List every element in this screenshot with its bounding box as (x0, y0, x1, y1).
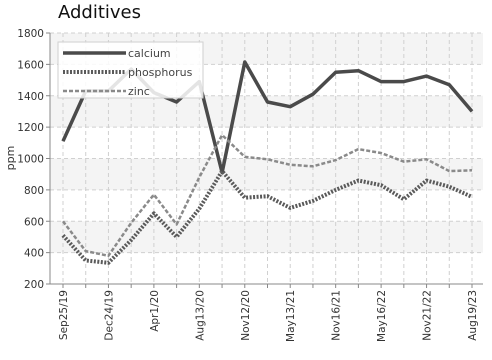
x-tick-label: Nov12/20 (240, 290, 252, 341)
y-tick-label: 600 (24, 216, 44, 228)
y-tick-label: 400 (24, 248, 44, 260)
legend-label-calcium: calcium (128, 47, 171, 60)
x-tick-label: Aug19/23 (467, 290, 479, 341)
y-axis-label: ppm (4, 146, 17, 171)
series-line-phosphorus (61, 169, 473, 265)
x-tick-label: May13/21 (285, 290, 297, 342)
x-tick-label: Apr1/20 (149, 290, 161, 332)
y-tick-label: 1400 (17, 91, 44, 103)
x-tick-label: Aug13/20 (194, 290, 206, 341)
y-tick-label: 1000 (17, 154, 44, 166)
x-tick-label: Nov16/21 (331, 290, 343, 341)
x-tick-label: Dec24/19 (103, 290, 115, 341)
legend: calcium phosphorus zinc (57, 41, 204, 99)
y-tick-label: 1200 (17, 122, 44, 134)
y-tick-label: 1600 (17, 59, 44, 71)
y-tick-label: 200 (24, 279, 44, 291)
y-tick-label: 1800 (17, 28, 44, 40)
x-tick-label: Nov21/22 (422, 290, 434, 341)
legend-label-phosphorus: phosphorus (128, 66, 193, 79)
grid-band (50, 221, 483, 253)
legend-label-zinc: zinc (128, 85, 150, 98)
y-tick-label: 800 (24, 185, 44, 197)
series-line-zinc (62, 133, 473, 258)
chart-title: Additives (58, 2, 141, 23)
plot-area: 200 400 600 800 1000 1200 1400 1600 1800 Sep25/19… (17, 28, 483, 342)
x-tick-label: May16/22 (376, 290, 388, 342)
grid-band (50, 158, 483, 190)
x-tick-label: Sep25/19 (58, 290, 70, 340)
